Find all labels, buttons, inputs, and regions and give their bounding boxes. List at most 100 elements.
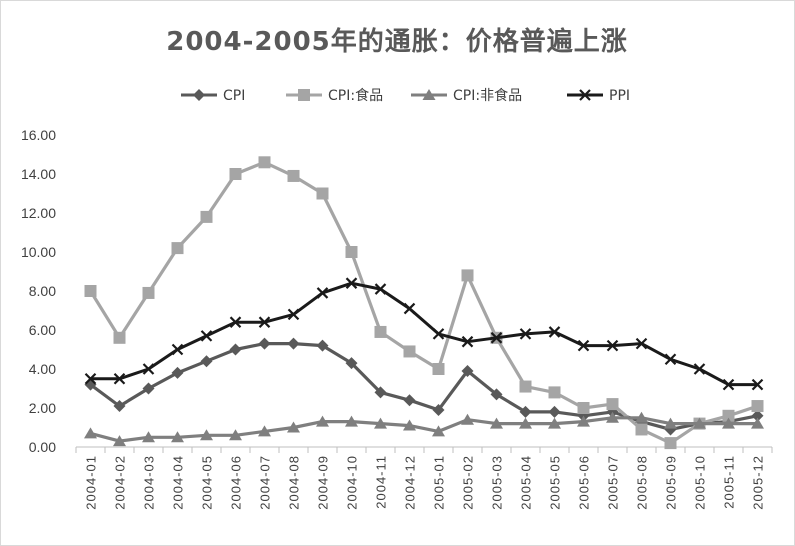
data-point xyxy=(432,363,445,375)
data-point xyxy=(751,417,764,429)
series-line xyxy=(90,281,758,387)
data-point xyxy=(577,402,590,414)
series-2 xyxy=(84,411,764,447)
data-point xyxy=(490,417,503,429)
data-point xyxy=(345,277,358,289)
data-point xyxy=(287,337,300,350)
data-point xyxy=(200,429,213,441)
x-tick-label: 2004-05 xyxy=(200,455,215,510)
x-tick-label: 2005-02 xyxy=(461,455,476,510)
series-group xyxy=(84,156,764,450)
y-tick-label: 0.00 xyxy=(29,439,56,455)
data-point xyxy=(461,413,474,425)
x-tick-label: 2004-12 xyxy=(403,455,418,510)
x-tick-label: 2004-02 xyxy=(113,455,128,510)
data-point xyxy=(606,339,619,352)
data-point xyxy=(171,242,184,255)
data-point xyxy=(432,328,445,340)
data-point xyxy=(374,283,387,295)
legend-item: CPI xyxy=(181,88,245,104)
y-tick-label: 4.00 xyxy=(29,361,56,377)
series-3 xyxy=(84,277,764,391)
data-point xyxy=(548,417,561,429)
data-point xyxy=(113,435,126,447)
legend: CPI CPI:食品 CPI:非食品 PPI xyxy=(181,87,630,104)
data-point xyxy=(403,302,416,315)
data-point xyxy=(693,417,706,429)
x-tick-label: 2005-07 xyxy=(606,455,621,510)
data-point xyxy=(722,417,735,429)
data-point xyxy=(316,339,329,352)
data-point xyxy=(519,405,532,418)
data-point xyxy=(113,400,126,413)
x-tick-label: 2005-03 xyxy=(490,455,505,510)
data-point xyxy=(548,405,561,418)
x-tick-label: 2005-12 xyxy=(751,455,766,510)
data-point xyxy=(635,411,648,423)
x-tick-label: 2005-08 xyxy=(635,455,650,510)
data-point xyxy=(664,353,677,366)
y-tick-label: 12.00 xyxy=(21,205,56,221)
x-tick-label: 2005-01 xyxy=(432,455,447,510)
data-point xyxy=(432,425,445,437)
data-point xyxy=(490,388,503,401)
legend-item: CPI:食品 xyxy=(286,87,383,104)
y-tick-label: 10.00 xyxy=(21,244,56,260)
data-point xyxy=(751,400,764,413)
x-tick-label: 2004-04 xyxy=(171,455,186,510)
legend-marker xyxy=(579,89,591,101)
data-point xyxy=(84,372,97,385)
legend-label: CPI:非食品 xyxy=(453,87,522,104)
data-point xyxy=(171,431,184,443)
data-point xyxy=(548,326,561,338)
data-point xyxy=(374,325,387,338)
data-point xyxy=(345,357,358,370)
series-line xyxy=(89,342,758,431)
data-point xyxy=(751,409,764,422)
data-point xyxy=(461,269,474,282)
data-point xyxy=(461,364,474,377)
data-point xyxy=(693,363,706,375)
data-point xyxy=(345,246,358,258)
x-tick-label: 2004-01 xyxy=(84,455,99,510)
data-point xyxy=(287,308,300,321)
data-point xyxy=(519,417,532,429)
x-tick-label: 2005-10 xyxy=(693,455,708,510)
x-tick-label: 2004-11 xyxy=(374,455,389,509)
y-axis: 0.00 2.00 4.00 6.00 8.00 10.00 12.00 14.00 16.00 xyxy=(21,127,56,455)
data-point xyxy=(606,411,619,423)
data-point xyxy=(490,332,503,344)
x-tick-label: 2004-10 xyxy=(345,455,360,510)
data-point xyxy=(606,398,619,411)
x-tick-label: 2005-05 xyxy=(548,455,563,510)
legend-label: CPI:食品 xyxy=(328,87,383,104)
data-point xyxy=(113,331,126,344)
plot-area: 0.00 2.00 4.00 6.00 8.00 10.00 12.00 14.00 16.00… xyxy=(21,127,773,510)
data-point xyxy=(258,156,271,169)
data-point xyxy=(171,366,184,379)
data-point xyxy=(403,345,416,358)
data-point xyxy=(84,285,97,297)
data-point xyxy=(229,429,242,441)
x-tick-label: 2005-09 xyxy=(664,455,679,510)
x-tick-label: 2005-04 xyxy=(519,455,534,510)
series-line xyxy=(89,160,759,445)
data-point xyxy=(142,431,155,443)
data-point xyxy=(461,335,474,348)
data-point xyxy=(287,421,300,433)
data-point xyxy=(635,423,648,436)
legend-item: CPI:非食品 xyxy=(411,87,522,104)
data-point xyxy=(200,210,213,223)
data-point xyxy=(316,287,329,299)
data-point xyxy=(200,330,213,342)
data-point xyxy=(142,382,155,395)
data-point xyxy=(142,286,155,299)
legend-marker xyxy=(422,89,436,100)
x-tick-label: 2004-06 xyxy=(229,455,244,510)
data-point xyxy=(229,343,242,356)
data-point xyxy=(664,417,677,429)
series-line xyxy=(90,416,758,443)
data-point xyxy=(229,316,242,328)
